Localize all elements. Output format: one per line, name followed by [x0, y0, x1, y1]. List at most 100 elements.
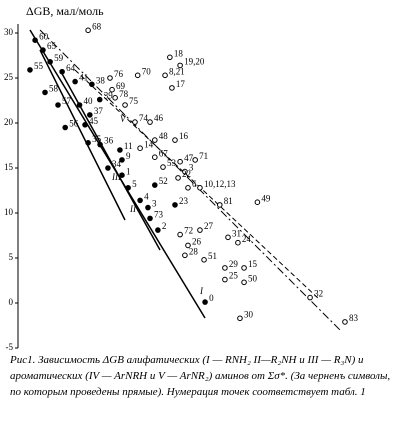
- point: [201, 257, 207, 263]
- point: [137, 145, 143, 151]
- point: [177, 231, 183, 238]
- point-label: 6: [192, 179, 197, 189]
- point: [85, 27, 91, 34]
- point: [177, 158, 183, 165]
- point: [27, 67, 33, 73]
- point: [172, 137, 178, 143]
- point: [40, 47, 46, 53]
- point-label: 35: [92, 134, 102, 144]
- point: [87, 112, 93, 118]
- fit-line: [39, 49, 126, 221]
- point: [235, 239, 241, 246]
- point: [96, 96, 103, 103]
- point: [307, 294, 313, 301]
- point-label: 55: [34, 61, 44, 71]
- y-tick-label: 10: [4, 207, 14, 217]
- point-label: 9: [126, 151, 131, 161]
- point: [162, 72, 168, 79]
- point-label: 58: [49, 83, 59, 93]
- point: [160, 164, 166, 170]
- point: [177, 62, 183, 69]
- point-label: 18: [174, 48, 184, 58]
- y-tick-label: 15: [4, 162, 14, 172]
- point: [192, 157, 198, 163]
- point-label: 1: [126, 166, 131, 176]
- point: [145, 204, 151, 211]
- point-label: 46: [154, 113, 164, 123]
- point: [119, 172, 125, 178]
- point-label: 51: [208, 251, 217, 261]
- point: [222, 265, 228, 271]
- point: [197, 185, 203, 191]
- point-label: 65: [47, 41, 57, 51]
- point: [216, 202, 223, 208]
- point-label: 0: [209, 293, 214, 303]
- point: [59, 68, 65, 75]
- y-tick-label: 5: [9, 252, 14, 262]
- fit-line: [59, 69, 161, 251]
- point: [182, 252, 188, 259]
- point: [167, 54, 173, 61]
- point-label: 60: [39, 31, 49, 41]
- point: [72, 78, 78, 85]
- point-label: 83: [349, 313, 359, 323]
- point-label: 27: [204, 221, 214, 231]
- point-label: 74: [139, 113, 149, 123]
- line-label: II: [129, 204, 137, 214]
- point: [112, 95, 118, 101]
- point: [117, 147, 123, 153]
- point-label: 17: [176, 79, 186, 89]
- y-axis-label: ΔGB, мал/моль: [26, 4, 104, 18]
- point-label: 47: [184, 153, 194, 163]
- point-label: 39: [104, 91, 114, 101]
- point-label: 70: [142, 66, 152, 76]
- point: [175, 175, 181, 181]
- point-label: 64: [66, 63, 76, 73]
- line-label: V: [120, 114, 127, 124]
- point: [197, 227, 203, 233]
- point: [122, 102, 128, 108]
- point: [342, 319, 348, 325]
- point-label: 29: [229, 259, 239, 269]
- point-label: 16: [179, 131, 189, 141]
- point: [42, 89, 48, 96]
- point: [254, 199, 261, 205]
- point: [152, 182, 158, 188]
- point-label: 59: [54, 53, 64, 63]
- point-label: 49: [261, 193, 271, 203]
- point-label: 5: [132, 179, 137, 189]
- point-label: 48: [159, 131, 169, 141]
- point: [222, 276, 228, 283]
- point-label: 32: [314, 289, 323, 299]
- line-label: III: [111, 172, 122, 182]
- point: [32, 37, 38, 44]
- point-label: 67: [159, 148, 169, 158]
- point-label: 38: [96, 75, 106, 85]
- y-tick-label: -5: [6, 342, 14, 350]
- point-label: 57: [62, 96, 72, 106]
- point: [119, 157, 125, 163]
- point: [47, 59, 53, 65]
- point: [237, 315, 243, 322]
- point-label: 25: [229, 271, 239, 281]
- point-label: 19,20: [184, 56, 205, 66]
- point-label: 11: [124, 141, 133, 151]
- point-label: 37: [94, 106, 104, 116]
- fit-line: [39, 29, 341, 331]
- point: [152, 154, 158, 160]
- point: [182, 168, 188, 175]
- line-label: I: [199, 286, 204, 296]
- point: [152, 137, 158, 143]
- point-label: 8,21: [169, 66, 185, 76]
- point: [109, 86, 115, 93]
- point: [169, 85, 175, 91]
- point: [62, 124, 68, 131]
- point: [134, 72, 141, 79]
- y-tick-label: 25: [4, 72, 14, 82]
- point-label: 14: [144, 139, 154, 149]
- point-label: 22: [182, 169, 191, 179]
- point-label: 73: [154, 209, 164, 219]
- fit-line: [74, 69, 321, 301]
- point-label: 28: [189, 246, 199, 256]
